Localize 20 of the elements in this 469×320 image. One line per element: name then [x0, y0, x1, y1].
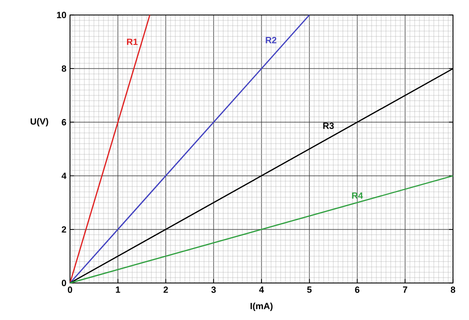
series-label: R3	[323, 122, 334, 129]
y-tick-label: 0	[62, 280, 66, 286]
x-tick-label: 7	[403, 286, 408, 293]
series-label: R2	[266, 36, 276, 44]
x-tick-label: 8	[450, 286, 456, 293]
series-label: R1	[126, 38, 138, 45]
x-tick-label: 3	[211, 286, 216, 293]
x-tick-label: 1	[116, 286, 120, 293]
x-axis-title: I(mA)	[250, 302, 273, 311]
y-tick-label: 2	[62, 226, 66, 233]
y-axis-title: U(V)	[30, 118, 48, 126]
x-tick-label: 2	[164, 286, 168, 293]
y-tick-label: 4	[62, 172, 66, 179]
y-tick-label: 10	[57, 12, 66, 18]
x-tick-label: 6	[355, 286, 360, 293]
x-tick-label: 4	[259, 286, 264, 293]
y-tick-label: 6	[62, 119, 66, 126]
y-tick-label: 8	[62, 65, 66, 72]
x-tick-label: 5	[307, 286, 312, 293]
x-tick-label: 0	[68, 286, 72, 293]
